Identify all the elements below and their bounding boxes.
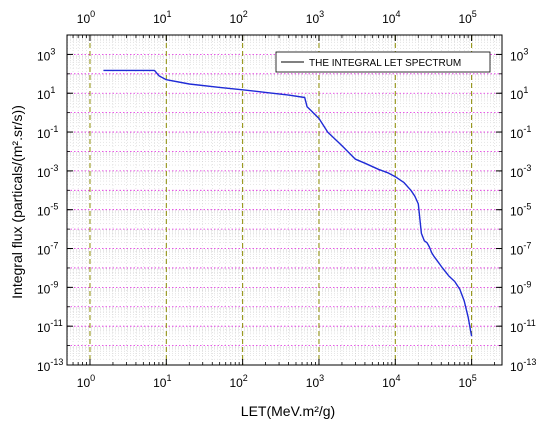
x-tick-label-top: 103: [306, 9, 324, 26]
y-tick-label: 10-5: [37, 202, 58, 219]
y-tick-label-right: 10-1: [510, 124, 531, 141]
legend: THE INTEGRAL LET SPECTRUM: [275, 51, 491, 73]
y-axis-label: Integral flux (particals/(m².sr/s)): [9, 105, 25, 299]
y-tick-label: 101: [37, 85, 55, 102]
x-tick-label: 102: [229, 373, 247, 390]
y-tick-label: 10-9: [37, 279, 58, 296]
y-tick-label-right: 10-3: [510, 163, 531, 180]
minor-grid: [66, 35, 502, 365]
axis-tick-labels: 100 100 101 101 102 102 103 103 104 104 105 105 103 1…: [37, 9, 536, 390]
y-tick-label-right: 10-7: [510, 241, 531, 258]
legend-box: [275, 51, 491, 73]
x-tick-label-top: 100: [77, 9, 95, 26]
x-tick-label: 100: [77, 373, 95, 390]
x-tick-label-top: 105: [458, 9, 476, 26]
y-tick-label-right: 101: [510, 85, 528, 102]
series-layer: [103, 69, 473, 337]
y-tick-label-right: 10-5: [510, 202, 531, 219]
x-tick-label: 104: [382, 373, 400, 390]
x-tick-label: 105: [458, 373, 476, 390]
x-tick-label-top: 101: [153, 9, 171, 26]
y-tick-label: 10-7: [37, 241, 58, 258]
x-tick-label: 103: [306, 373, 324, 390]
series-line: [103, 69, 473, 337]
legend-label: THE INTEGRAL LET SPECTRUM: [309, 58, 461, 69]
y-tick-label-right: 10-13: [510, 357, 536, 374]
y-tick-label-right: 10-11: [510, 318, 536, 335]
x-tick-label-top: 104: [382, 9, 400, 26]
major-grid: [67, 35, 502, 365]
y-tick-label: 10-1: [37, 124, 58, 141]
y-tick-label: 10-3: [37, 163, 58, 180]
y-tick-label: 103: [37, 46, 55, 63]
y-tick-label: 10-11: [37, 318, 63, 335]
y-tick-label-right: 10-9: [510, 279, 531, 296]
plot-frame: [66, 34, 503, 366]
x-tick-label: 101: [153, 373, 171, 390]
axis-ticks: [66, 34, 502, 366]
x-axis-label: LET(MeV.m²/g): [241, 403, 335, 419]
x-tick-label-top: 102: [229, 9, 247, 26]
y-tick-label: 10-13: [37, 357, 63, 374]
y-tick-label-right: 103: [510, 46, 528, 63]
